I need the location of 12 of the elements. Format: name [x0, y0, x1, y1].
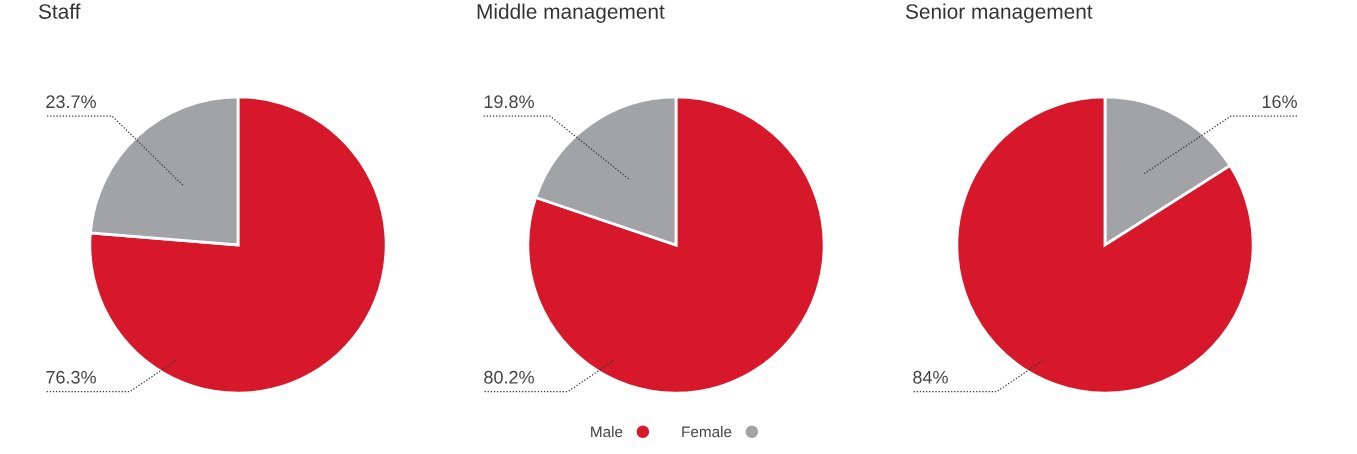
chart-title: Staff [38, 3, 81, 19]
chart-title: Middle management [477, 3, 665, 23]
chart-title: Senior management [905, 3, 1093, 23]
data-label: 76.3% [46, 370, 96, 384]
data-label: 84% [913, 370, 948, 384]
legend-label: Male [591, 426, 623, 438]
legend-label: Female [682, 426, 732, 438]
data-label: 19.8% [484, 95, 534, 109]
data-label: 23.7% [46, 95, 96, 109]
pie-slice [955, 95, 1255, 395]
data-label: 16% [1262, 95, 1297, 109]
data-label: 80.2% [484, 370, 534, 384]
